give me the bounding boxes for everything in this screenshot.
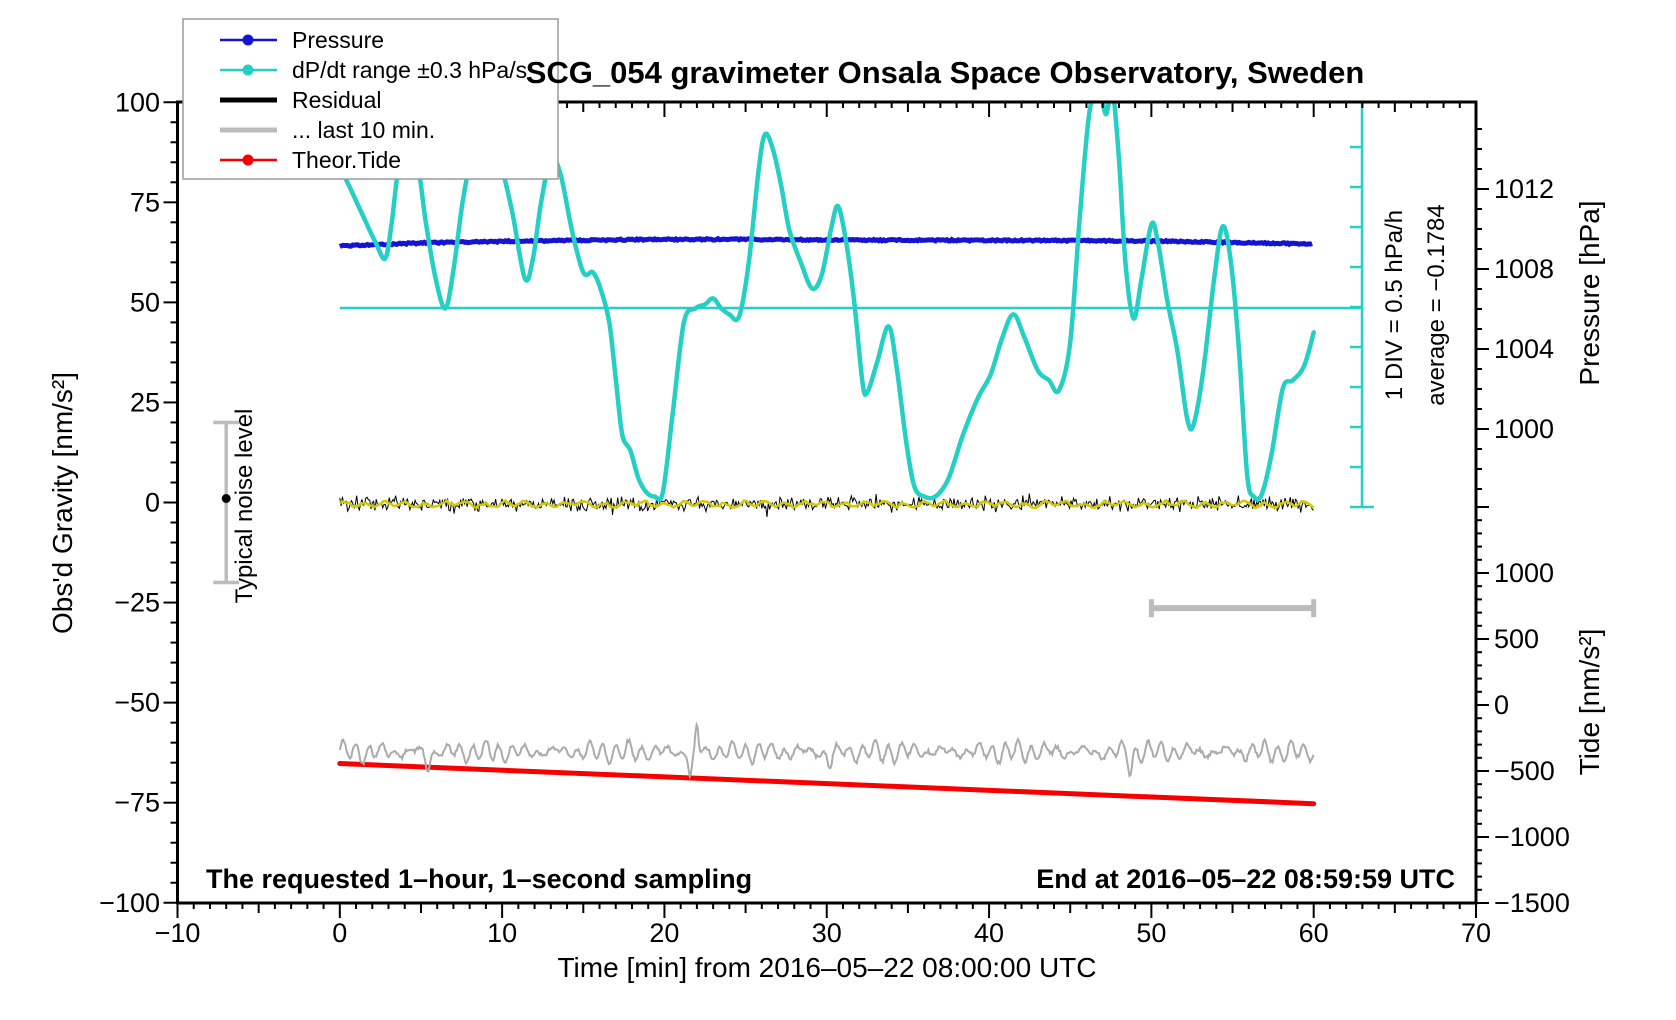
legend-item: Pressure — [220, 27, 384, 53]
legend-dot-marker — [242, 154, 254, 166]
x-tick-label: 30 — [812, 918, 842, 948]
residual-smooth-series — [338, 498, 1315, 510]
legend-label: Theor.Tide — [292, 147, 401, 173]
tide-tick-label: 0 — [1494, 690, 1509, 720]
legend-label: dP/dt range ±0.3 hPa/s — [292, 57, 527, 83]
y-left-tick-label: 25 — [130, 387, 160, 417]
plot-curves — [337, 100, 1362, 807]
tide-axis-title: Tide [nm/s²] — [1574, 629, 1605, 776]
x-tick-label: 40 — [974, 918, 1004, 948]
noise-errorbar — [213, 420, 240, 585]
y-left-tick-label: −50 — [114, 688, 160, 718]
legend-label: ... last 10 min. — [292, 117, 435, 143]
dpdt-scale-bar — [1350, 102, 1374, 509]
y-left-tick-label: −25 — [114, 588, 160, 618]
y-left-tick-label: −75 — [114, 788, 160, 818]
residual-series — [339, 493, 1314, 517]
x-tick-label: 60 — [1299, 918, 1329, 948]
x-tick-label: 70 — [1461, 918, 1491, 948]
tide-tick-label: −1500 — [1494, 888, 1570, 918]
legend-item: dP/dt range ±0.3 hPa/s — [220, 57, 527, 83]
average-annotation: average = −0.1784 — [1423, 204, 1450, 406]
chart-title: SCG_054 gravimeter Onsala Space Observat… — [526, 55, 1365, 90]
dpdt-series — [337, 100, 1316, 503]
last10-range-bar — [1148, 599, 1317, 618]
legend-item: Theor.Tide — [220, 147, 401, 173]
sampling-annotation: The requested 1–hour, 1–second sampling — [206, 864, 752, 894]
legend-label: Residual — [292, 87, 382, 113]
legend-item: Residual — [220, 87, 382, 113]
x-tick-label: 50 — [1136, 918, 1166, 948]
tide-series — [337, 761, 1317, 807]
legend-label: Pressure — [292, 27, 384, 53]
pressure-tick-label: 1004 — [1494, 334, 1554, 364]
y-left-tick-label: 75 — [130, 187, 160, 217]
tide-tick-label: 500 — [1494, 624, 1539, 654]
tide-tick-label: −1000 — [1494, 822, 1570, 852]
pressure-series — [338, 235, 1313, 249]
pressure-tick-label: 1012 — [1494, 174, 1554, 204]
pressure-tick-label: 1000 — [1494, 414, 1554, 444]
y-left-tick-label: 0 — [145, 488, 160, 518]
noise-errorbar-dot — [221, 494, 231, 503]
legend-dot-marker — [242, 64, 254, 76]
x-tick-label: 10 — [487, 918, 517, 948]
tide-tick-label: 1000 — [1494, 558, 1554, 588]
last10-series — [338, 721, 1315, 780]
end-time-annotation: End at 2016–05–22 08:59:59 UTC — [1036, 864, 1455, 894]
div-scale-annotation: 1 DIV = 0.5 hPa/h — [1381, 210, 1408, 400]
left-axis-title: Obs'd Gravity [nm/s²] — [47, 372, 78, 634]
y-left-tick-label: 100 — [115, 87, 160, 117]
axes: −10 0 10 20 30 40 50 60 70−100−75−50−25025507510… — [99, 87, 1570, 948]
y-left-tick-label: −100 — [99, 888, 160, 918]
legend-item: ... last 10 min. — [220, 117, 435, 143]
pressure-axis-title: Pressure [hPa] — [1574, 200, 1605, 385]
x-axis-title: Time [min] from 2016–05–22 08:00:00 UTC — [557, 952, 1096, 983]
pressure-tick-label: 1008 — [1494, 254, 1554, 284]
legend-dot-marker — [242, 34, 254, 46]
y-left-tick-label: 50 — [130, 287, 160, 317]
x-tick-label: −10 — [155, 918, 201, 948]
tide-tick-label: −500 — [1494, 756, 1555, 786]
legend: Pressure dP/dt range ±0.3 hPa/s Residual..… — [182, 18, 559, 180]
noise-level-annotation: Typical noise level — [231, 409, 258, 604]
x-tick-label: 0 — [332, 918, 347, 948]
x-tick-label: 20 — [649, 918, 679, 948]
